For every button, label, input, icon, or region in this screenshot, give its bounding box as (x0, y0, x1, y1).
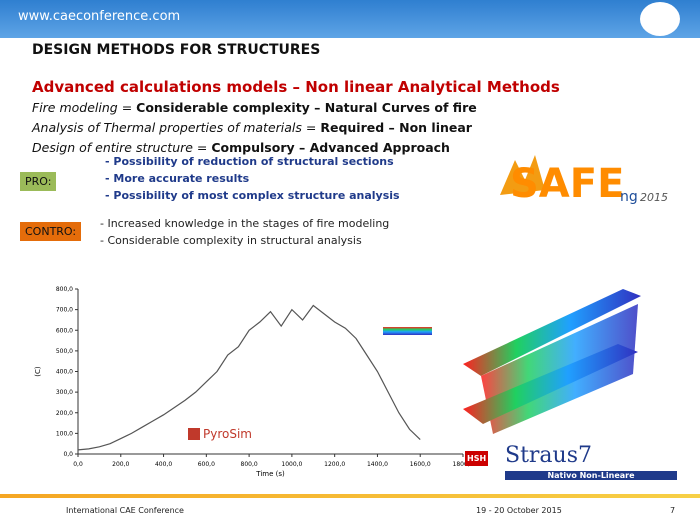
x-tick-label: 1200,0 (324, 461, 345, 468)
page-number: 7 (670, 506, 676, 515)
y-tick-label: 800,0 (56, 286, 73, 293)
straus-name: Straus7 (505, 443, 593, 468)
x-tick-label: 0,0 (73, 461, 83, 468)
hsh: HSH (465, 451, 489, 466)
line-part: Design of entire structure (32, 140, 193, 155)
x-tick-label: 400,0 (155, 461, 172, 468)
y-tick-label: 200,0 (56, 410, 73, 417)
pyrosim-name: PyroSim (203, 427, 252, 441)
logo-badge (640, 2, 680, 36)
text-line: Analysis of Thermal properties of materi… (32, 120, 472, 135)
text-line: Fire modeling = Considerable complexity … (32, 100, 477, 115)
x-tick-label: 200,0 (112, 461, 129, 468)
footer-date: 19 - 20 October 2015 (476, 506, 562, 515)
line-part: = (192, 140, 212, 155)
pro-item: - Possibility of reduction of structural… (105, 155, 394, 168)
text-line: Design of entire structure = Compulsory … (32, 140, 450, 155)
header-bar (0, 0, 700, 38)
y-tick-label: 100,0 (56, 430, 73, 437)
x-tick-label: 600,0 (198, 461, 215, 468)
line-part: Considerable complexity – Natural Curves… (136, 100, 477, 115)
subtitle: Advanced calculations models – Non linea… (32, 78, 560, 96)
url: www.caeconference.com (18, 9, 181, 24)
line-part: Compulsory – Advanced Approach (211, 140, 450, 155)
footer-left: International CAE Conference (66, 506, 184, 515)
straus-logo: HSH Straus7 Nativo Non-Lineare (465, 443, 680, 485)
line-part: Fire modeling (32, 100, 118, 115)
x-axis-label: Time (s) (255, 470, 285, 478)
chart: 0,0 200,0 400,0 600,0 800,0 1000,0 1200,0 1400,… (34, 286, 474, 478)
safe-year: 2015 (640, 191, 668, 204)
fem-model (383, 289, 641, 434)
y-axis-label: (C) (34, 366, 42, 377)
line-part: Required – Non linear (320, 120, 472, 135)
line-part: = (301, 120, 321, 135)
pyrosim-logo: PyroSim (188, 427, 252, 441)
y-tick-label: 600,0 (56, 327, 73, 334)
straus-tag: Nativo Non-Lineare (505, 471, 677, 480)
y-tick-label: 700,0 (56, 307, 73, 314)
contro-label: CONTRO: (20, 222, 82, 241)
x-tick-label: 1800,0 (453, 461, 474, 468)
safe-logo: SAFE ng 2015 (500, 155, 668, 207)
title: DESIGN METHODS FOR STRUCTURES (32, 42, 321, 58)
contro-item: - Increased knowledge in the stages of f… (100, 217, 390, 230)
x-tick-label: 1000,0 (281, 461, 302, 468)
x-tick-label: 1400,0 (367, 461, 388, 468)
pro-label: PRO: (20, 172, 57, 191)
line-part: = (117, 100, 137, 115)
pro-item: - More accurate results (105, 172, 250, 185)
pyrosim-icon (188, 428, 200, 440)
flange-bottom (463, 344, 638, 424)
pro-item: - Possibility of most complex structure … (105, 189, 400, 202)
legend-scale (383, 327, 432, 335)
flange-top (463, 289, 641, 376)
y-tick-label: 300,0 (56, 389, 73, 396)
y-tick-label: 500,0 (56, 348, 73, 355)
x-tick-label: 1600,0 (410, 461, 431, 468)
flame (500, 155, 545, 195)
safe-ng: ng (620, 189, 638, 205)
line-part: Analysis of Thermal properties of materi… (32, 120, 302, 135)
y-tick-label: 400,0 (56, 369, 73, 376)
y-tick-label: 0,0 (63, 451, 73, 458)
safe-word: SAFE (510, 161, 624, 207)
temperature-line (77, 304, 421, 451)
contro-item: - Considerable complexity in structural … (100, 234, 362, 247)
x-tick-label: 800,0 (241, 461, 258, 468)
footer-bar (0, 494, 700, 498)
